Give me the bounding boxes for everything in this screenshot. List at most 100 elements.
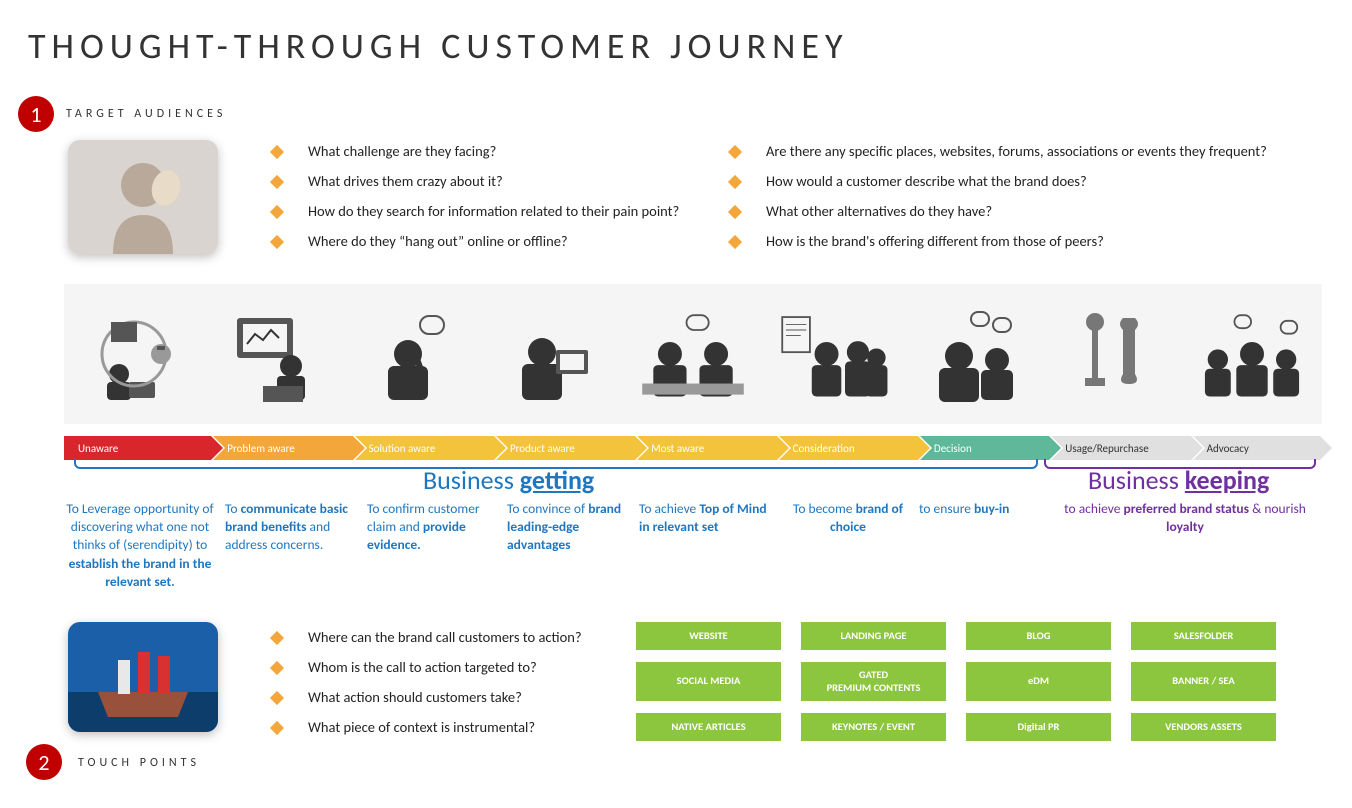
stage-goals-row: To Leverage opportunity of discovering w… [60, 500, 1330, 591]
question-left-text: Where do they “hang out” online or offli… [308, 232, 568, 250]
touchpoint-pill: LANDING PAGE [801, 622, 946, 650]
bullet-diamond-icon [270, 175, 284, 189]
stage-chevron: Consideration [779, 436, 918, 460]
section1-marker: 1 [18, 96, 54, 132]
section2-marker: 2 [26, 744, 62, 780]
bullet-diamond-icon [728, 205, 742, 219]
bullet-diamond-icon [270, 235, 284, 249]
touchpoint-photo [68, 622, 218, 732]
touchpoint-pill: VENDORS ASSETS [1131, 713, 1276, 741]
questions-left-column: What challenge are they facing? What driv… [272, 142, 712, 262]
stage-goal: To confirm customer claim and provide ev… [362, 500, 502, 591]
bullet-diamond-icon [270, 691, 284, 705]
questions-right-column: Are there any specific places, websites,… [730, 142, 1290, 262]
stage-goal: To achieve Top of Mind in relevant set [634, 500, 782, 591]
question-right-text: Are there any specific places, websites,… [766, 142, 1267, 160]
bullet-diamond-icon [728, 145, 742, 159]
touchpoint-pill: KEYNOTES / EVENT [801, 713, 946, 741]
journey-icon-band [64, 284, 1322, 424]
stage-label: Advocacy [1207, 442, 1249, 455]
bullet-diamond-icon [270, 205, 284, 219]
touch-question-row: Where can the brand call customers to ac… [272, 628, 622, 646]
question-left-row: How do they search for information relat… [272, 202, 712, 220]
touchpoint-pill: NATIVE ARTICLES [636, 713, 781, 741]
stage-icon-decision [912, 299, 1032, 409]
touchpoint-pill: eDM [966, 662, 1111, 701]
question-right-text: How would a customer describe what the b… [766, 172, 1087, 190]
stage-icon-problem [214, 299, 334, 409]
stage-goal: to achieve preferred brand status & nour… [1054, 500, 1316, 591]
stage-label: Unaware [78, 442, 118, 455]
question-left-row: What challenge are they facing? [272, 142, 712, 160]
touchpoint-grid: WEBSITE LANDING PAGE BLOG SALESFOLDER SOCIAL… [636, 622, 1276, 741]
stage-icon-solution [353, 299, 473, 409]
question-left-row: What drives them crazy about it? [272, 172, 712, 190]
stage-label: Usage/Repurchase [1065, 442, 1148, 455]
stage-goal: To communicate basic brand benefits and … [220, 500, 362, 591]
touchpoint-pill: SOCIAL MEDIA [636, 662, 781, 701]
stage-chevron: Unaware [64, 436, 211, 460]
touchpoint-questions-column: Where can the brand call customers to ac… [272, 628, 622, 748]
bullet-diamond-icon [728, 175, 742, 189]
question-right-row: Are there any specific places, websites,… [730, 142, 1290, 160]
question-right-text: What other alternatives do they have? [766, 202, 992, 220]
touch-question-text: What action should customers take? [308, 688, 522, 706]
heading-getting: Business getting [423, 464, 594, 496]
stage-label: Solution aware [369, 442, 436, 455]
bullet-diamond-icon [728, 235, 742, 249]
question-left-text: What drives them crazy about it? [308, 172, 503, 190]
mask-photo-icon [68, 140, 218, 254]
stage-chevron: Decision [920, 436, 1049, 460]
question-right-row: How would a customer describe what the b… [730, 172, 1290, 190]
touch-question-row: What piece of context is instrumental? [272, 718, 622, 736]
page-title: THOUGHT-THROUGH CUSTOMER JOURNEY [0, 0, 1352, 68]
stage-icon-consideration [773, 299, 893, 409]
bullet-diamond-icon [270, 145, 284, 159]
touchpoint-pill: SALESFOLDER [1131, 622, 1276, 650]
stage-goal: To convince of brand leading-edge advant… [502, 500, 634, 591]
stage-icon-unaware [74, 299, 194, 409]
touch-question-text: What piece of context is instrumental? [308, 718, 535, 736]
section2-label: TOUCH POINTS [78, 756, 200, 770]
stage-goal: To Leverage opportunity of discovering w… [60, 500, 220, 591]
journey-stages-row: Unaware Problem aware Solution aware Produc… [64, 436, 1322, 460]
bullet-diamond-icon [270, 661, 284, 675]
touch-question-row: What action should customers take? [272, 688, 622, 706]
touch-question-row: Whom is the call to action targeted to? [272, 658, 622, 676]
stage-chevron: Solution aware [355, 436, 494, 460]
ship-photo-icon [68, 622, 218, 732]
touch-question-text: Where can the brand call customers to ac… [308, 628, 582, 646]
bullet-diamond-icon [270, 721, 284, 735]
question-right-row: What other alternatives do they have? [730, 202, 1290, 220]
heading-keeping: Business keeping [1088, 464, 1269, 496]
stage-icon-usage [1052, 299, 1172, 409]
question-left-text: What challenge are they facing? [308, 142, 496, 160]
stage-chevron: Usage/Repurchase [1051, 436, 1190, 460]
stage-icon-most [633, 299, 753, 409]
question-left-row: Where do they “hang out” online or offli… [272, 232, 712, 250]
stage-icon-advocacy [1192, 299, 1312, 409]
stage-label: Product aware [510, 442, 575, 455]
touchpoint-pill: BANNER / SEA [1131, 662, 1276, 701]
section1-label: TARGET AUDIENCES [66, 107, 226, 121]
touchpoint-pill: BLOG [966, 622, 1111, 650]
question-left-text: How do they search for information relat… [308, 202, 679, 220]
stage-label: Decision [934, 442, 972, 455]
stage-label: Consideration [793, 442, 855, 455]
question-right-row: How is the brand's offering different fr… [730, 232, 1290, 250]
stage-goal: To become brand of choice [782, 500, 914, 591]
bullet-diamond-icon [270, 631, 284, 645]
touchpoint-pill: GATED PREMIUM CONTENTS [801, 662, 946, 701]
stage-chevron: Product aware [496, 436, 635, 460]
stage-chevron: Most aware [637, 436, 776, 460]
touchpoint-pill: Digital PR [966, 713, 1111, 741]
stage-chevron: Advocacy [1193, 436, 1320, 460]
touch-question-text: Whom is the call to action targeted to? [308, 658, 537, 676]
stage-label: Problem aware [227, 442, 295, 455]
persona-photo [68, 140, 218, 254]
stage-icon-product [493, 299, 613, 409]
touchpoint-pill: WEBSITE [636, 622, 781, 650]
stage-chevron: Problem aware [213, 436, 352, 460]
question-right-text: How is the brand's offering different fr… [766, 232, 1104, 250]
stage-label: Most aware [651, 442, 704, 455]
